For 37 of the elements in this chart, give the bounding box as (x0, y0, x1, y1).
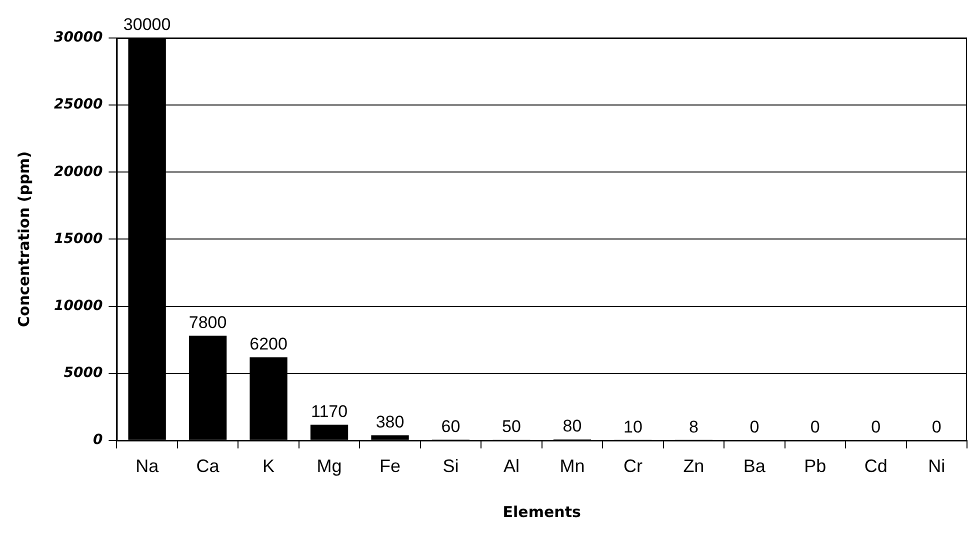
x-axis-title: Elements (502, 502, 581, 521)
x-tick-label: Ba (743, 456, 766, 476)
data-label: 0 (810, 418, 820, 437)
x-tick-label: Cd (864, 456, 888, 476)
data-label: 60 (441, 416, 460, 436)
data-label: 1170 (311, 402, 348, 421)
x-tick-label: Pb (804, 456, 826, 476)
x-tick-label: Ca (196, 456, 220, 476)
x-tick-label: Fe (380, 456, 401, 476)
data-label: 0 (750, 418, 760, 437)
data-label: 7800 (188, 312, 227, 332)
data-label: 8 (688, 417, 698, 436)
x-tick-label: Ni (928, 456, 946, 476)
x-tick-label: Cr (623, 456, 642, 476)
x-tick-label: Si (442, 456, 459, 476)
y-tick-label: 15000 (54, 230, 103, 247)
y-tick-label: 0 (92, 432, 103, 448)
x-tick-label: Mn (560, 456, 585, 476)
data-label: 80 (562, 416, 582, 436)
y-tick-label: 30000 (54, 30, 103, 46)
data-label: 50 (502, 416, 521, 436)
data-label: 30000 (123, 15, 171, 34)
data-label: 6200 (250, 334, 288, 354)
x-tick-label: Mg (316, 456, 342, 476)
x-tick-label: Zn (683, 456, 704, 476)
y-axis-title: Concentration (ppm) (14, 151, 33, 328)
data-label: 380 (376, 412, 404, 432)
x-tick-label: Na (136, 456, 160, 476)
data-label: 0 (871, 418, 881, 437)
data-label: 0 (932, 418, 942, 437)
y-tick-label: 5000 (64, 364, 103, 381)
y-tick-label: 10000 (54, 298, 103, 314)
data-label: 10 (623, 417, 642, 436)
x-tick-label: Al (503, 456, 520, 476)
y-tick-label: 20000 (54, 164, 103, 180)
x-tick-label: K (262, 456, 275, 476)
y-tick-label: 25000 (54, 96, 103, 113)
